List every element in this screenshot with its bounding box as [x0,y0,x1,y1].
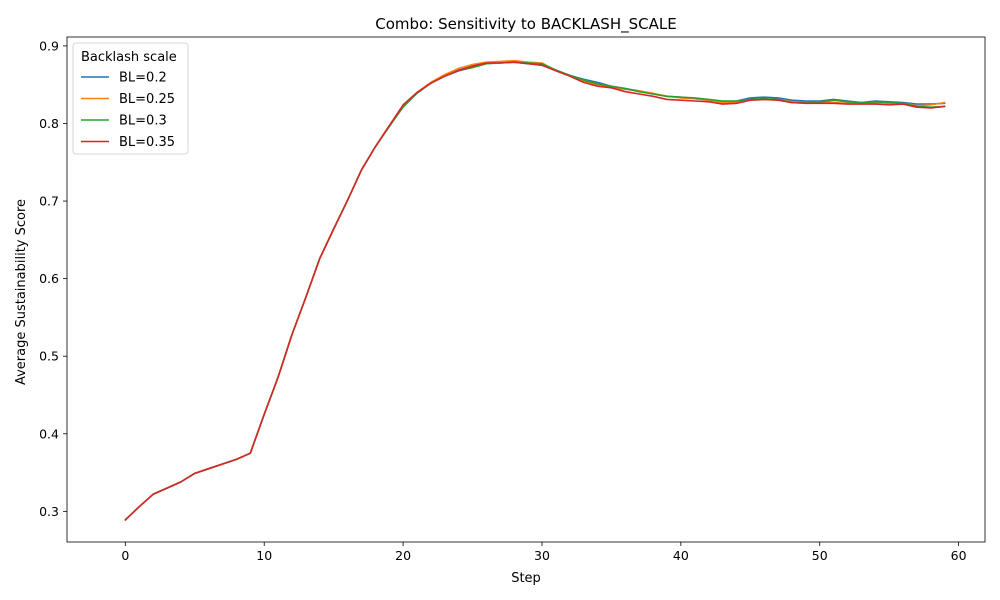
y-tick-label: 0.9 [39,38,59,53]
legend-label: BL=0.2 [119,71,167,86]
x-axis-label: Step [511,571,541,586]
legend-label: BL=0.35 [119,135,175,150]
y-tick-label: 0.6 [39,271,59,286]
x-tick-label: 60 [951,548,967,563]
series-line-BL=0.35 [124,61,946,521]
axes-frame [66,36,986,543]
y-tick-label: 0.7 [39,194,59,209]
y-axis-label: Average Sustainability Score [14,199,29,385]
legend-label: BL=0.3 [119,114,167,129]
x-tick-label: 30 [534,548,550,563]
chart-title: Combo: Sensitivity to BACKLASH_SCALE [375,15,676,34]
y-tick-label: 0.8 [39,116,59,131]
legend-box [72,42,189,155]
y-tick-label: 0.3 [39,504,59,519]
legend-label: BL=0.25 [119,92,175,107]
legend-title: Backlash scale [81,50,177,65]
x-tick-label: 0 [121,548,129,563]
legend: Backlash scale BL=0.2 BL=0.25 BL=0.3 BL=0.35 [72,42,189,155]
y-tick-label: 0.4 [39,426,59,441]
y-tick-label: 0.5 [39,349,59,364]
x-tick-label: 40 [673,548,689,563]
x-tick-label: 10 [256,548,272,563]
x-tick-label: 20 [395,548,411,563]
x-tick-label: 50 [812,548,828,563]
plot-area: 0 10 20 30 40 50 60 0.3 0.4 0.5 0.6 0.7 0.8 0.9 [39,36,986,563]
